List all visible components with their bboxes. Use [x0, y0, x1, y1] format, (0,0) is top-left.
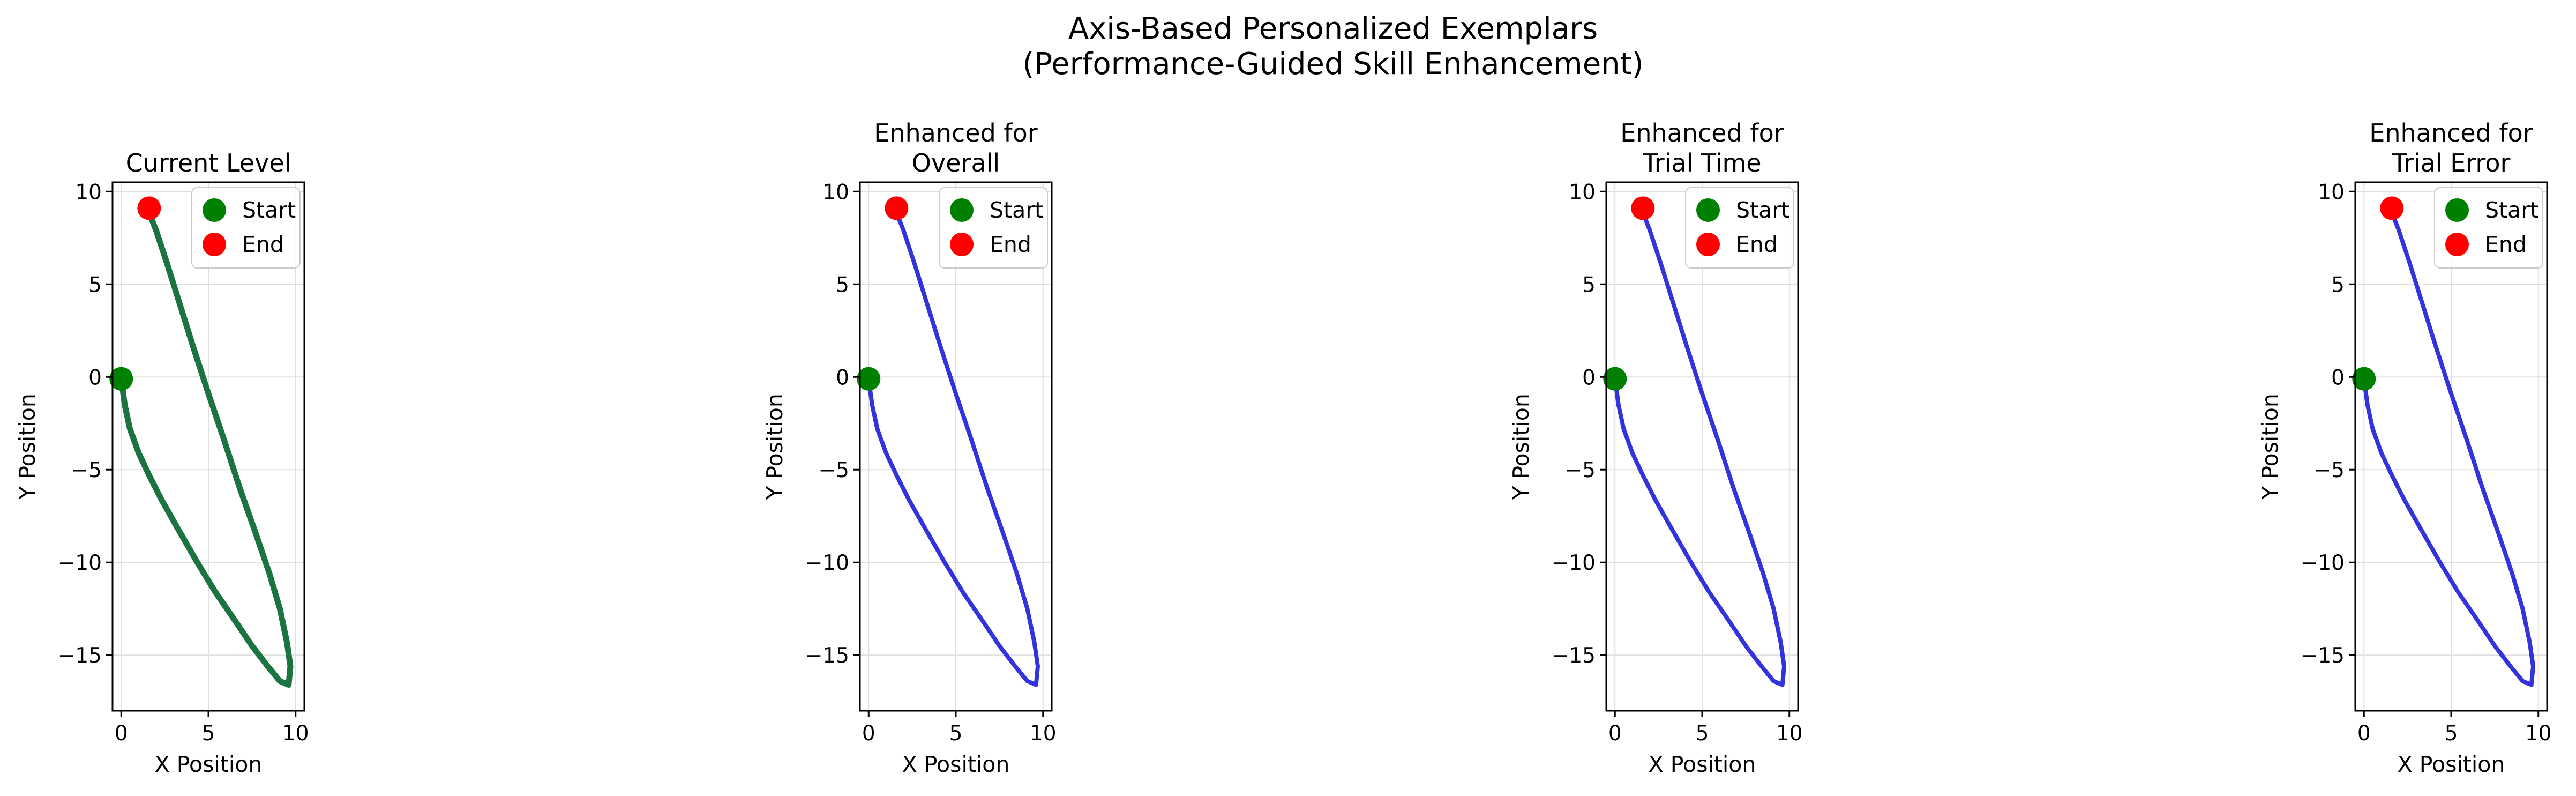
x-axis-label: X Position	[1649, 752, 1756, 777]
x-tick-label: 0	[2357, 721, 2371, 746]
legend-end-marker	[1696, 233, 1720, 256]
subplot-title-line: Current Level	[126, 148, 291, 177]
x-tick-label: 10	[282, 721, 309, 746]
legend-start-label: Start	[2485, 197, 2538, 223]
x-axis-label: X Position	[902, 752, 1010, 777]
y-tick-label: 10	[75, 180, 102, 204]
subplots: Current Level 0 5 10 10 5 0 −5 −10 −15 X Position Y…	[14, 118, 2552, 777]
x-tick-label: 5	[949, 721, 963, 746]
end-marker	[137, 196, 161, 220]
y-tick-label: 10	[2318, 180, 2345, 204]
y-tick-label: 10	[822, 180, 849, 204]
x-tick-label: 0	[115, 721, 128, 746]
x-tick-label: 10	[1776, 721, 1803, 746]
x-tick-label: 10	[1030, 721, 1057, 746]
y-tick-label: 0	[1582, 366, 1596, 390]
y-tick-label: 0	[88, 366, 102, 390]
x-tick-label: 5	[2445, 721, 2458, 746]
trajectory-line	[118, 205, 294, 688]
subplot-1: Current Level 0 5 10 10 5 0 −5 −10 −15 X Position Y…	[14, 148, 309, 777]
legend-end-label: End	[242, 232, 284, 257]
y-tick-label: −10	[2301, 551, 2345, 575]
x-tick-label: 5	[202, 721, 215, 746]
start-marker	[2352, 367, 2376, 391]
trajectory-line	[1613, 206, 1786, 687]
y-tick-label: 5	[1582, 273, 1596, 297]
legend-start-label: Start	[990, 197, 1043, 223]
x-tick-label: 10	[2525, 721, 2552, 746]
start-marker	[109, 367, 133, 391]
subplot-title-line: Overall	[912, 148, 1000, 177]
subplot-title-line: Trial Time	[1642, 148, 1761, 177]
legend: Start End	[2434, 187, 2543, 269]
y-tick-label: 10	[1569, 180, 1596, 204]
legend-start-marker	[1696, 198, 1720, 222]
subplot-title-line: Enhanced for	[1620, 118, 1784, 147]
legend-start-marker	[203, 198, 226, 222]
subplot-title-line: Trial Error	[2392, 148, 2511, 177]
y-axis-label: Y Position	[14, 393, 40, 500]
end-marker	[2380, 196, 2404, 220]
start-marker	[857, 367, 881, 391]
y-tick-label: −5	[1565, 458, 1596, 482]
legend-end-label: End	[2485, 232, 2527, 257]
legend-end-label: End	[990, 232, 1031, 257]
figure-title-line-2: (Performance-Guided Skill Enhancement)	[1023, 47, 1644, 81]
legend-end-marker	[203, 233, 226, 256]
trajectory-line	[2362, 206, 2535, 687]
legend-end-marker	[2445, 233, 2469, 256]
y-tick-label: −5	[2314, 458, 2345, 482]
y-tick-label: 5	[2331, 273, 2345, 297]
y-tick-label: −5	[71, 458, 102, 482]
x-tick-label: 5	[1696, 721, 1709, 746]
y-tick-label: 0	[836, 366, 849, 390]
start-marker	[1603, 367, 1627, 391]
legend-start-marker	[2445, 198, 2469, 222]
legend: Start End	[939, 187, 1048, 269]
legend-end-marker	[950, 233, 974, 256]
y-tick-label: −15	[1552, 644, 1596, 668]
x-tick-label: 0	[862, 721, 875, 746]
trajectory-line	[866, 206, 1040, 687]
y-tick-label: 0	[2331, 366, 2345, 390]
y-tick-label: −5	[819, 458, 850, 482]
y-axis-label: Y Position	[1508, 393, 1534, 500]
y-axis-label: Y Position	[762, 393, 788, 500]
y-tick-label: −10	[805, 551, 849, 575]
y-tick-label: −15	[58, 644, 102, 668]
end-marker	[1631, 196, 1655, 220]
y-tick-label: −15	[805, 644, 849, 668]
legend-start-label: Start	[1736, 197, 1789, 223]
x-tick-label: 0	[1608, 721, 1622, 746]
y-axis-label: Y Position	[2257, 393, 2283, 500]
legend-end-label: End	[1736, 232, 1778, 257]
y-tick-label: 5	[836, 273, 849, 297]
figure-title-line-1: Axis-Based Personalized Exemplars	[1068, 11, 1598, 46]
x-axis-label: X Position	[2398, 752, 2505, 777]
subplot-title-line: Enhanced for	[874, 118, 1037, 147]
legend: Start End	[191, 187, 301, 269]
legend-start-label: Start	[242, 197, 296, 223]
y-tick-label: 5	[88, 273, 102, 297]
y-tick-label: −15	[2301, 644, 2345, 668]
x-axis-label: X Position	[155, 752, 263, 777]
legend: Start End	[1685, 187, 1794, 269]
y-tick-label: −10	[58, 551, 102, 575]
legend-start-marker	[950, 198, 974, 222]
end-marker	[885, 196, 909, 220]
subplot-title-line: Enhanced for	[2369, 118, 2533, 147]
y-tick-label: −10	[1552, 551, 1596, 575]
